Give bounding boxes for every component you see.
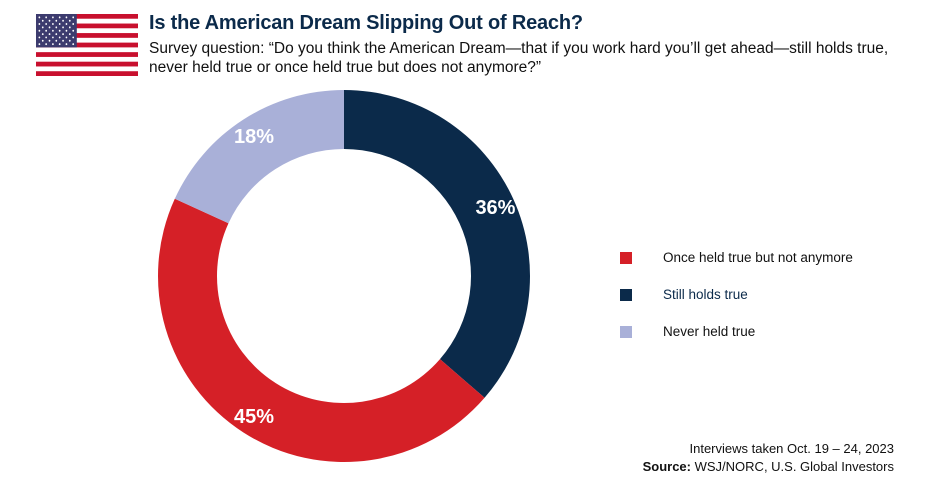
source-line: Source: WSJ/NORC, U.S. Global Investors xyxy=(643,458,894,476)
source-label: Source: xyxy=(642,459,691,474)
interview-dates-note: Interviews taken Oct. 19 – 24, 2023 xyxy=(689,441,894,456)
source-text: WSJ/NORC, U.S. Global Investors xyxy=(691,459,894,474)
legend-label: Still holds true xyxy=(663,287,748,302)
slice-value-label: 36% xyxy=(475,197,515,219)
donut-slice-never-held-true xyxy=(174,90,344,224)
donut-slice-still-holds-true xyxy=(344,90,530,398)
chart-title: Is the American Dream Slipping Out of Re… xyxy=(149,12,583,34)
legend-item: Never held true xyxy=(620,313,853,350)
legend-item: Still holds true xyxy=(620,276,853,313)
survey-question: Survey question: “Do you think the Ameri… xyxy=(149,40,889,76)
slice-value-label: 18% xyxy=(234,126,274,148)
legend-swatch xyxy=(620,251,632,264)
donut-slice-once-held-true-but-not-anymore xyxy=(158,198,485,463)
us-flag-icon xyxy=(36,14,138,76)
legend: Once held true but not anymore Still hold… xyxy=(620,239,853,350)
legend-item: Once held true but not anymore xyxy=(620,239,853,276)
footer: Interviews taken Oct. 19 – 24, 2023 Sour… xyxy=(643,440,894,476)
slice-value-label: 45% xyxy=(234,406,274,428)
legend-swatch xyxy=(620,288,632,301)
legend-swatch xyxy=(620,325,632,338)
legend-label: Never held true xyxy=(663,324,756,339)
legend-label: Once held true but not anymore xyxy=(663,250,853,265)
